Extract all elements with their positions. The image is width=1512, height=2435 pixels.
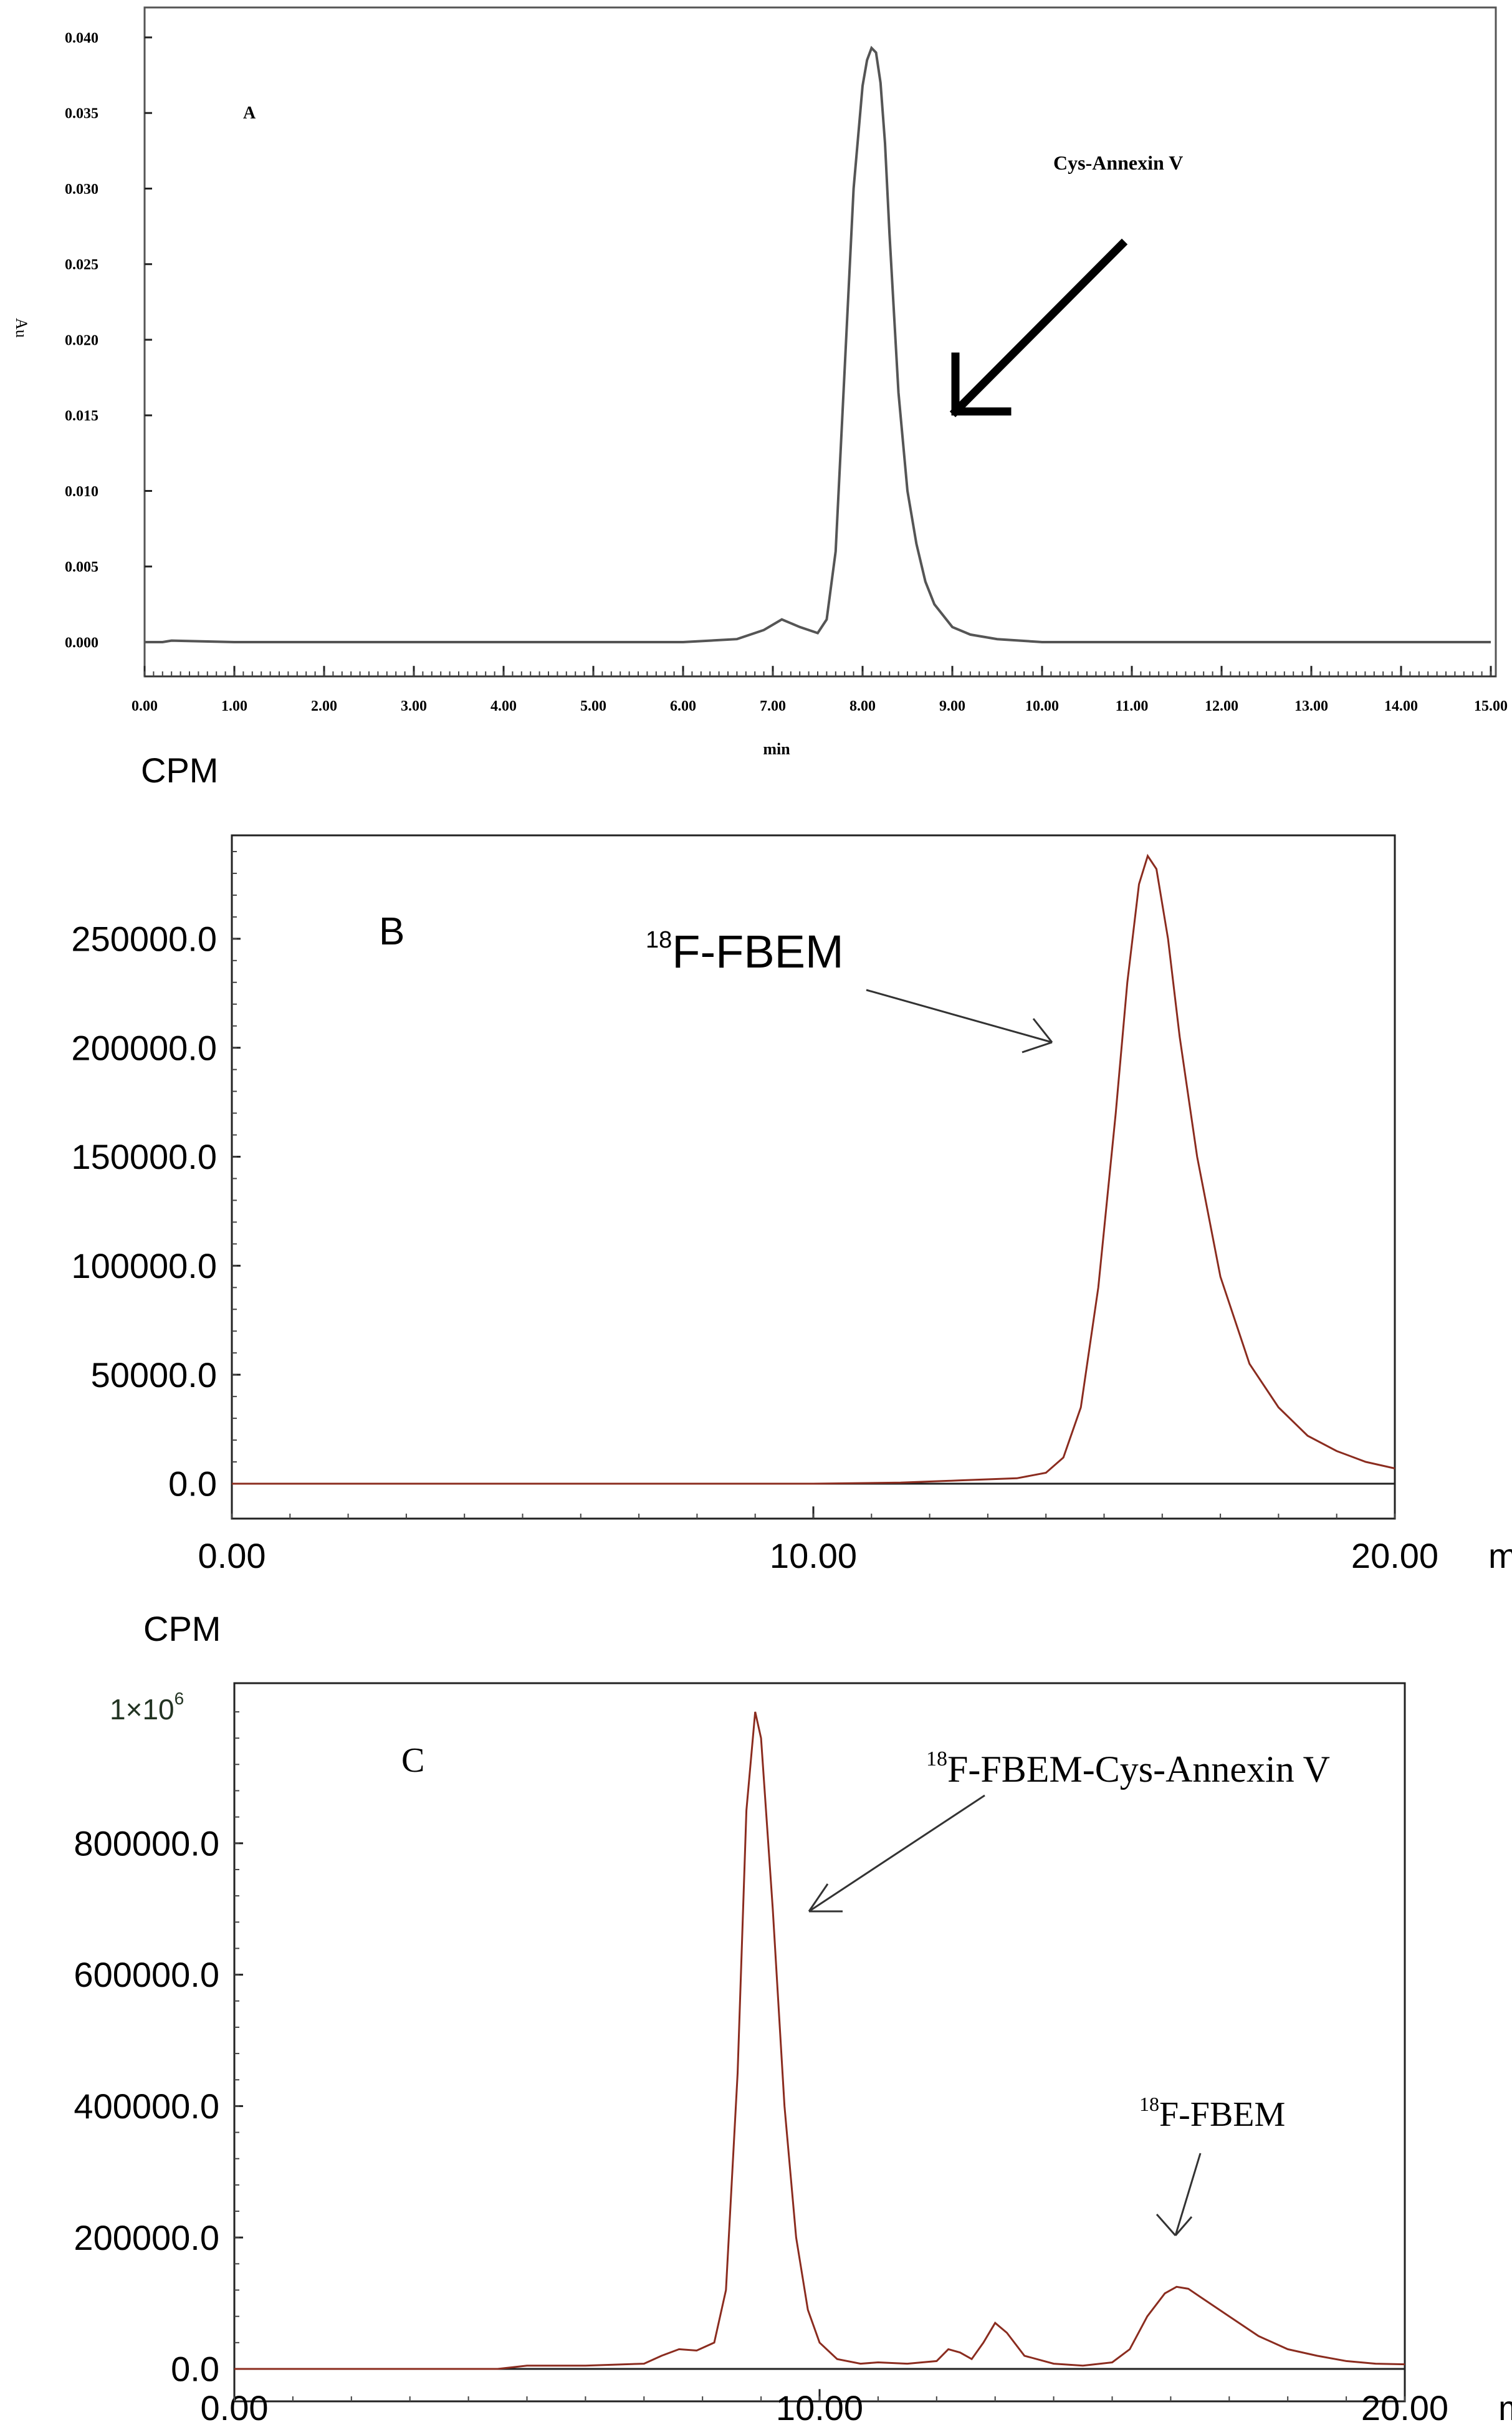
y-tick-label: 400000.0	[74, 2087, 219, 2126]
y-tick-label: 0.030	[65, 181, 98, 198]
y-tick-label: 0.000	[65, 635, 98, 651]
x-tick-label: 2.00	[311, 698, 337, 714]
y-tick-label: 0.015	[65, 408, 98, 425]
x-tick-label: 20.00	[1351, 1536, 1438, 1575]
arrow	[949, 238, 1128, 418]
annotation-text: F-FBEM-Cys-Annexin V	[947, 1749, 1330, 1790]
y-tick-label: 100000.0	[71, 1246, 217, 1285]
x-tick-label: 1.00	[221, 698, 247, 714]
top-tick-label: 1×106	[110, 1689, 184, 1726]
x-tick-label: 5.00	[580, 698, 606, 714]
y-tick-label: 0.040	[65, 30, 98, 46]
y-axis-label: Au	[12, 318, 31, 338]
y-tick-label: 600000.0	[74, 1955, 219, 1994]
x-tick-label: 11.00	[1116, 698, 1149, 714]
y-tick-label: 50000.0	[91, 1355, 217, 1395]
top-tick-superscript: 6	[175, 1689, 184, 1708]
y-tick-label: 0.020	[65, 332, 98, 348]
x-tick-label: 0.00	[132, 698, 158, 714]
data-series-line	[234, 1711, 1405, 2370]
annotation-superscript: 18	[646, 927, 672, 953]
x-tick-label: 12.00	[1205, 698, 1238, 714]
x-tick-label: 6.00	[670, 698, 696, 714]
data-series-line	[145, 46, 1491, 643]
y-tick-label: 0.025	[65, 257, 98, 273]
y-tick-label: 0.035	[65, 106, 98, 122]
chart-panel-a: 0.000 0.005 0.010 0.015 0.020 0.025 0.030 0.035…	[12, 6, 1508, 758]
x-tick-label: 10.00	[776, 2388, 863, 2428]
top-tick-base: 1×10	[110, 1693, 175, 1726]
y-tick-label: 800000.0	[74, 1823, 219, 1863]
y-tick-label: 0.010	[65, 484, 98, 500]
x-tick-label: 9.00	[939, 698, 965, 714]
x-axis-label: mins	[1488, 1536, 1512, 1575]
x-tick-label: 0.00	[201, 2388, 269, 2428]
annotation-superscript: 18	[1139, 2093, 1159, 2115]
arrow	[866, 989, 1053, 1054]
x-tick-label: 0.00	[198, 1536, 266, 1575]
x-tick-label: 10.00	[1025, 698, 1059, 714]
panel-label: A	[243, 103, 256, 123]
annotation-label: 18F-FBEM-Cys-Annexin V	[926, 1747, 1330, 1790]
x-tick-label: 8.00	[849, 698, 876, 714]
annotation-label: 18F-FBEM	[646, 926, 844, 977]
annotation-text: F-FBEM	[672, 926, 843, 977]
x-tick-label: 14.00	[1384, 698, 1418, 714]
y-axis-label: CPM	[143, 1609, 221, 1648]
x-tick-label: 4.00	[490, 698, 517, 714]
panel-label: C	[401, 1741, 424, 1780]
y-tick-label: 200000.0	[71, 1028, 217, 1067]
y-tick-label: 250000.0	[71, 919, 217, 958]
chart-panel-b: CPM 0.0 50000.0 100000.0 150000.0 200000.0 25…	[71, 751, 1512, 1575]
data-series-line	[232, 853, 1395, 1485]
annotation-label: 18F-FBEM	[1139, 2093, 1285, 2134]
panel-label: B	[379, 910, 404, 953]
y-tick-label: 200000.0	[74, 2218, 219, 2257]
x-tick-label: 7.00	[760, 698, 786, 714]
y-axis-label: CPM	[141, 751, 218, 790]
y-tick-label: 0.0	[168, 1464, 217, 1504]
x-tick-label: 10.00	[770, 1536, 857, 1575]
y-tick-label: 0.0	[171, 2350, 219, 2389]
x-tick-label: 13.00	[1294, 698, 1328, 714]
x-axis-label: min	[763, 740, 790, 758]
y-tick-label: 0.005	[65, 559, 98, 575]
y-tick-label: 150000.0	[71, 1137, 217, 1176]
x-tick-label: 15.00	[1474, 698, 1508, 714]
x-axis-label: min	[1498, 2388, 1512, 2428]
x-tick-label: 3.00	[401, 698, 427, 714]
annotation-text: F-FBEM	[1159, 2095, 1285, 2134]
annotation-label: Cys-Annexin V	[1053, 151, 1183, 174]
annotation-superscript: 18	[926, 1747, 947, 1770]
chart-panel-c: CPM 0.0200000.0400000.0600000.0800000.0 …	[74, 1609, 1512, 2428]
x-tick-label: 20.00	[1361, 2388, 1448, 2428]
arrow	[1156, 2153, 1202, 2236]
arrow	[808, 1794, 985, 1913]
